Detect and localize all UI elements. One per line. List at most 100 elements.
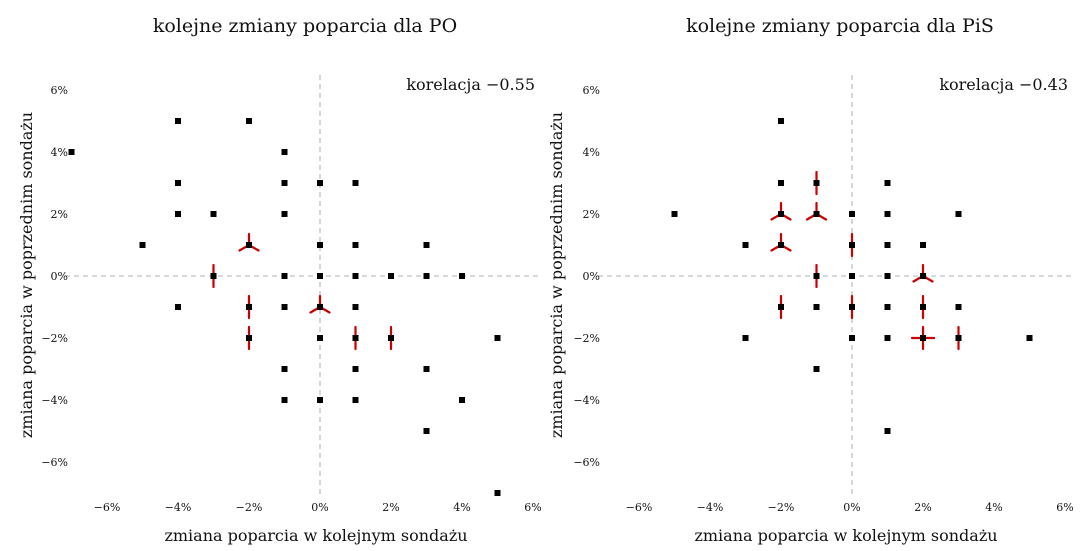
point-marker <box>742 335 749 341</box>
data-point <box>388 273 394 279</box>
point-marker <box>955 211 962 217</box>
data-point <box>1026 335 1033 341</box>
point-marker <box>388 273 394 279</box>
data-point <box>352 304 359 310</box>
point-marker <box>920 273 926 279</box>
point-marker <box>849 335 855 341</box>
point-marker <box>317 304 323 310</box>
point-marker <box>813 304 820 310</box>
point-marker <box>175 180 181 186</box>
sunflower-point <box>955 325 962 351</box>
chart-panel-pis: kolejne zmiany poparcia dla PiS zmiana p… <box>547 15 1074 545</box>
data-point <box>352 366 359 372</box>
point-marker <box>813 366 820 372</box>
point-marker <box>210 211 217 217</box>
reference-lines <box>65 75 540 498</box>
x-tick-labels: −6% −4% −2% 0% 2% 4% 6% <box>626 501 1074 514</box>
y-tick-label: 2% <box>583 208 600 221</box>
data-point <box>175 180 181 186</box>
point-marker <box>884 242 891 248</box>
sunflower-point <box>912 263 934 283</box>
sunflower-point <box>388 325 394 351</box>
data-point <box>955 304 962 310</box>
scatter-points <box>68 118 501 496</box>
y-tick-label: −2% <box>573 332 600 345</box>
point-marker <box>778 304 784 310</box>
data-point <box>423 366 430 372</box>
data-point <box>281 149 288 155</box>
point-marker <box>423 273 430 279</box>
data-point <box>281 180 288 186</box>
data-point <box>281 366 288 372</box>
chart-title: kolejne zmiany poparcia dla PiS <box>686 15 994 37</box>
point-marker <box>317 273 323 279</box>
data-point <box>849 273 855 279</box>
point-marker <box>246 304 252 310</box>
data-point <box>884 273 891 279</box>
x-tick-label: −4% <box>165 501 192 514</box>
data-point <box>884 304 891 310</box>
sunflower-point <box>813 170 820 196</box>
scatter-points <box>671 118 1033 434</box>
y-axis-label: zmiana poparcia w poprzednim sondażu <box>547 112 566 438</box>
point-marker <box>281 211 288 217</box>
data-point <box>281 304 288 310</box>
sunflower-point <box>352 325 359 351</box>
point-marker <box>494 490 501 496</box>
y-tick-label: 4% <box>51 146 68 159</box>
data-point <box>459 273 465 279</box>
data-point <box>671 211 678 217</box>
data-point <box>955 211 962 217</box>
sunflower-point <box>309 294 331 314</box>
x-tick-label: 2% <box>382 501 399 514</box>
data-point <box>884 180 891 186</box>
point-marker <box>281 149 288 155</box>
data-point <box>849 211 855 217</box>
point-marker <box>246 242 252 248</box>
x-tick-label: −6% <box>94 501 121 514</box>
sunflower-point <box>246 325 252 351</box>
x-tick-label: 6% <box>524 501 541 514</box>
data-point <box>352 242 359 248</box>
point-marker <box>778 242 784 248</box>
y-tick-label: 6% <box>583 84 600 97</box>
sunflower-point <box>805 201 828 221</box>
data-point <box>317 273 323 279</box>
point-marker <box>778 118 784 124</box>
data-point <box>778 180 784 186</box>
point-marker <box>920 304 926 310</box>
reference-lines <box>598 75 1072 498</box>
x-tick-label: −2% <box>768 501 795 514</box>
point-marker <box>317 397 323 403</box>
data-point <box>849 335 855 341</box>
x-tick-label: 6% <box>1056 501 1073 514</box>
point-marker <box>813 180 820 186</box>
y-tick-labels: −6% −4% −2% 0% 2% 4% 6% <box>41 84 68 469</box>
point-marker <box>68 149 75 155</box>
data-point <box>884 211 891 217</box>
x-tick-label: −4% <box>697 501 724 514</box>
point-marker <box>281 397 288 403</box>
data-point <box>920 242 926 248</box>
y-tick-label: 2% <box>51 208 68 221</box>
data-point <box>884 428 891 434</box>
point-marker <box>139 242 146 248</box>
data-point <box>210 211 217 217</box>
point-marker <box>352 366 359 372</box>
point-marker <box>352 242 359 248</box>
y-axis-label: zmiana poparcia w poprzednim sondażu <box>17 112 36 438</box>
x-tick-labels: −6% −4% −2% 0% 2% 4% 6% <box>94 501 542 514</box>
x-tick-label: 4% <box>985 501 1002 514</box>
data-point <box>884 242 891 248</box>
point-marker <box>849 242 855 248</box>
point-marker <box>281 273 288 279</box>
sunflower-point <box>920 294 926 320</box>
point-marker <box>352 304 359 310</box>
point-marker <box>175 211 181 217</box>
y-tick-label: −2% <box>41 332 68 345</box>
point-marker <box>813 211 820 217</box>
point-marker <box>175 118 181 124</box>
data-point <box>68 149 75 155</box>
point-marker <box>423 242 430 248</box>
